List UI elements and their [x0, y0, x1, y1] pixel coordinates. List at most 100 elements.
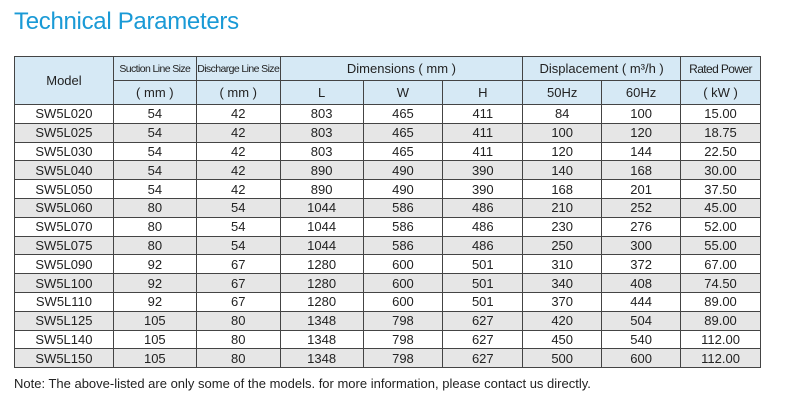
- header-suction-unit: ( mm ): [112, 80, 197, 105]
- table-cell: 74.50: [680, 273, 761, 293]
- table-cell: 890: [279, 179, 364, 199]
- table-cell: 54: [112, 179, 197, 199]
- table-cell: 92: [112, 291, 197, 312]
- table-cell: 390: [442, 160, 524, 181]
- table-row: SW5L060 80 54 1044 586 486 210 252 45.00: [14, 197, 761, 218]
- table-cell: 486: [442, 197, 524, 218]
- table-row: SW5L070 80 54 1044 586 486 230 276 52.00: [14, 216, 761, 237]
- table-cell: 803: [279, 122, 364, 143]
- table-cell: 486: [442, 216, 524, 237]
- table-cell: 67: [195, 254, 281, 275]
- table-cell: 54: [195, 197, 281, 218]
- table-cell: 67: [195, 273, 281, 293]
- table-cell: 67: [195, 291, 281, 312]
- table-cell: 465: [362, 122, 444, 143]
- table-cell: 92: [112, 254, 197, 275]
- table-cell: 30.00: [680, 160, 761, 181]
- table-cell: 140: [522, 160, 603, 181]
- table-cell: 105: [112, 310, 197, 331]
- header-suction: Suction Line Size: [112, 56, 197, 81]
- table-cell: 803: [279, 141, 364, 162]
- table-cell: 798: [362, 348, 444, 369]
- table-cell: 120: [601, 122, 682, 143]
- table-cell: SW5L075: [14, 235, 114, 256]
- table-cell: 627: [442, 310, 524, 331]
- table-cell: SW5L020: [14, 104, 114, 124]
- table-cell: 105: [112, 329, 197, 350]
- table-cell: 803: [279, 104, 364, 124]
- table-cell: 250: [522, 235, 603, 256]
- table-cell: 372: [601, 254, 682, 275]
- table-cell: 586: [362, 235, 444, 256]
- table-cell: 42: [195, 122, 281, 143]
- header-60hz: 60Hz: [601, 80, 682, 105]
- table-cell: 390: [442, 179, 524, 199]
- table-row: SW5L030 54 42 803 465 411 120 144 22.50: [14, 141, 761, 162]
- header-dimensions: Dimensions ( mm ): [279, 56, 524, 81]
- table-cell: 89.00: [680, 310, 761, 331]
- table-cell: 54: [112, 122, 197, 143]
- table-row: SW5L140 105 80 1348 798 627 450 540 112.00: [14, 329, 761, 350]
- table-cell: 120: [522, 141, 603, 162]
- table-cell: SW5L090: [14, 254, 114, 275]
- table-cell: 890: [279, 160, 364, 181]
- table-cell: 501: [442, 273, 524, 293]
- table-cell: 80: [195, 348, 281, 369]
- table-cell: 55.00: [680, 235, 761, 256]
- table-cell: 144: [601, 141, 682, 162]
- header-displacement: Displacement ( m³/h ): [522, 56, 682, 81]
- table-cell: 1348: [279, 348, 364, 369]
- table-cell: 18.75: [680, 122, 761, 143]
- table-cell: 310: [522, 254, 603, 275]
- table-row: SW5L020 54 42 803 465 411 84 100 15.00: [14, 104, 761, 124]
- table-cell: 798: [362, 310, 444, 331]
- table-cell: 411: [442, 122, 524, 143]
- table-cell: 501: [442, 254, 524, 275]
- table-row: SW5L110 92 67 1280 600 501 370 444 89.00: [14, 291, 761, 312]
- table-cell: 370: [522, 291, 603, 312]
- table-cell: SW5L140: [14, 329, 114, 350]
- table-cell: 600: [362, 273, 444, 293]
- table-cell: 54: [112, 104, 197, 124]
- table-cell: 112.00: [680, 348, 761, 369]
- table-cell: 112.00: [680, 329, 761, 350]
- table-cell: 168: [522, 179, 603, 199]
- table-row: SW5L025 54 42 803 465 411 100 120 18.75: [14, 122, 761, 143]
- header-50hz: 50Hz: [522, 80, 603, 105]
- footnote: Note: The above-listed are only some of …: [14, 376, 591, 391]
- table-cell: SW5L030: [14, 141, 114, 162]
- table-cell: 54: [112, 141, 197, 162]
- table-cell: 67.00: [680, 254, 761, 275]
- table-cell: 100: [522, 122, 603, 143]
- header-model: Model: [14, 56, 114, 105]
- table-cell: 52.00: [680, 216, 761, 237]
- table-cell: 1044: [279, 235, 364, 256]
- table-cell: 210: [522, 197, 603, 218]
- table-cell: SW5L025: [14, 122, 114, 143]
- table-cell: 465: [362, 141, 444, 162]
- table-cell: 1280: [279, 273, 364, 293]
- table-cell: 54: [195, 235, 281, 256]
- table-cell: 490: [362, 179, 444, 199]
- table-cell: 1280: [279, 291, 364, 312]
- table-cell: 486: [442, 235, 524, 256]
- table-cell: 45.00: [680, 197, 761, 218]
- table-cell: SW5L110: [14, 291, 114, 312]
- header-l: L: [279, 80, 364, 105]
- table-cell: 627: [442, 329, 524, 350]
- table-cell: 300: [601, 235, 682, 256]
- table-cell: 22.50: [680, 141, 761, 162]
- table-cell: 105: [112, 348, 197, 369]
- header-power: Rated Power: [680, 56, 761, 81]
- table-cell: 42: [195, 160, 281, 181]
- table-cell: 84: [522, 104, 603, 124]
- table-cell: 340: [522, 273, 603, 293]
- table-cell: 89.00: [680, 291, 761, 312]
- table-cell: 54: [195, 216, 281, 237]
- table-cell: 42: [195, 179, 281, 199]
- table-cell: 42: [195, 104, 281, 124]
- table-row: SW5L090 92 67 1280 600 501 310 372 67.00: [14, 254, 761, 275]
- table-cell: 500: [522, 348, 603, 369]
- table-row: SW5L150 105 80 1348 798 627 500 600 112.00: [14, 348, 761, 369]
- header-w: W: [362, 80, 444, 105]
